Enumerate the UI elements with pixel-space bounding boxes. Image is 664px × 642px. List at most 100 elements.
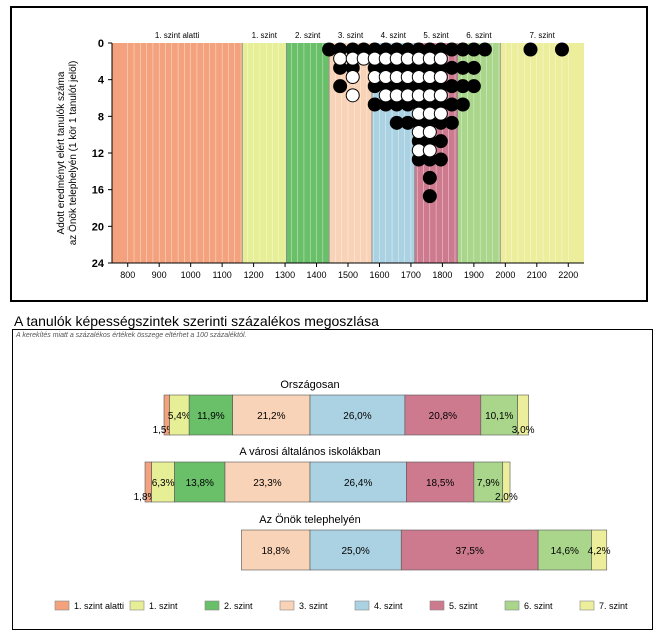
student-marker	[466, 79, 481, 94]
x-tick-label: 2000	[495, 270, 515, 280]
legend-swatch	[354, 600, 370, 611]
y-axis-label: Adott eredményt elért tanulók száma	[56, 71, 67, 234]
student-marker	[433, 134, 448, 149]
x-tick-label: 2200	[558, 270, 578, 280]
legend-label: 7. szint	[599, 601, 628, 611]
bar-segment	[404, 394, 482, 436]
student-marker	[433, 152, 448, 167]
level-band-label: 1. szint	[252, 31, 278, 40]
level-band-label: 2. szint	[295, 31, 321, 40]
bar-segment	[309, 529, 402, 571]
student-marker	[422, 170, 437, 185]
student-marker	[422, 143, 437, 158]
x-tick-label: 2100	[527, 270, 547, 280]
level-band-label: 3. szint	[338, 31, 364, 40]
level-band-label: 4. szint	[381, 31, 407, 40]
student-marker	[433, 51, 448, 66]
bar-segment-label: 26,4%	[344, 478, 372, 489]
student-marker	[345, 70, 360, 84]
y-tick-label: 20	[92, 221, 104, 233]
legend-swatch	[54, 600, 70, 611]
bar-segment-label: 6,3%	[152, 478, 175, 489]
student-marker	[433, 70, 448, 84]
bar-segment-label: 14,6%	[551, 546, 579, 557]
y-tick-label: 16	[92, 185, 104, 197]
level-band	[500, 43, 584, 263]
student-marker	[422, 189, 437, 204]
y-tick-label: 12	[92, 148, 104, 160]
legend-label: 2. szint	[224, 601, 253, 611]
y-axis-label-2: az Önök telephelyén (1 kör 1 tanulót jel…	[67, 61, 79, 246]
x-tick-label: 1700	[401, 270, 421, 280]
legend-label: 4. szint	[374, 601, 403, 611]
bar-segment	[188, 394, 233, 436]
level-band	[112, 43, 243, 263]
level-band	[457, 43, 501, 263]
bar-segment-label: 13,8%	[186, 478, 214, 489]
bar-segment-label: 37,5%	[456, 546, 484, 557]
bar-segment	[406, 461, 475, 503]
x-tick-label: 800	[120, 270, 135, 280]
student-marker	[333, 79, 348, 94]
bar-segment-label: 20,8%	[429, 411, 457, 422]
bar-segment	[309, 461, 407, 503]
bar-segment-label: 3,0%	[512, 425, 535, 436]
bar-group-title: Országosan	[280, 379, 339, 391]
level-band	[286, 43, 330, 263]
bar-segment	[591, 529, 608, 571]
distribution-chart-panel: 1. szint alatti 1. szint 2. szint 3. szint 4…	[10, 6, 648, 302]
student-marker	[444, 115, 459, 130]
bar-segment	[502, 461, 511, 503]
level-band-label: 7. szint	[529, 31, 555, 40]
x-tick-label: 1000	[181, 270, 201, 280]
legend-label: 6. szint	[524, 601, 553, 611]
bar-segment-label: 5,4%	[168, 411, 191, 422]
bar-segment	[473, 461, 504, 503]
y-tick-label: 4	[98, 75, 105, 87]
bar-segment	[224, 461, 311, 503]
y-tick-label: 8	[98, 111, 104, 123]
level-band-label: 1. szint alatti	[155, 31, 200, 40]
legend-swatch	[279, 600, 295, 611]
legend-swatch	[504, 600, 520, 611]
bar-segment-label: 26,0%	[343, 411, 371, 422]
student-marker	[466, 60, 481, 75]
percentage-chart-panel: A kerekítés miatt a százalékos értékek ö…	[12, 329, 653, 630]
x-tick-label: 1200	[244, 270, 264, 280]
legend-swatch	[579, 600, 595, 611]
student-marker	[345, 88, 360, 103]
student-marker	[333, 51, 348, 66]
bar-segment-label: 18,5%	[426, 478, 454, 489]
bar-segment-label: 2,0%	[495, 492, 518, 503]
bar-segment	[309, 394, 406, 436]
student-marker	[455, 97, 470, 112]
legend-label: 1. szint	[149, 601, 178, 611]
bar-segment-label: 11,9%	[197, 411, 225, 422]
bar-segment	[537, 529, 592, 571]
bar-segment-label: 4,2%	[588, 546, 611, 557]
bar-segment-label: 1,5%	[153, 425, 176, 436]
bar-segment	[517, 394, 529, 436]
bar-segment-label: 1,8%	[134, 492, 157, 503]
x-tick-label: 1100	[212, 270, 231, 280]
student-marker	[477, 42, 492, 57]
student-marker	[554, 42, 569, 57]
legend-swatch	[204, 600, 220, 611]
x-tick-label: 900	[152, 270, 167, 280]
bar-segment-label: 18,8%	[262, 546, 290, 557]
student-marker	[422, 125, 437, 139]
legend-label: 5. szint	[449, 601, 478, 611]
bar-segment-label: 10,1%	[485, 411, 513, 422]
y-tick-label: 24	[92, 258, 105, 270]
bar-segment	[232, 394, 311, 436]
legend-label: 1. szint alatti	[74, 601, 124, 611]
student-marker	[433, 88, 448, 103]
bar-group-title: Az Önök telephelyén	[259, 514, 361, 526]
percentage-bar-chart: Országosan 1,5% 5,4% 11,9% 21,2% 26,0% 20,8% 10…	[54, 379, 628, 611]
bar-segment	[174, 461, 226, 503]
x-tick-label: 1500	[338, 270, 358, 280]
x-tick-label: 1800	[432, 270, 452, 280]
student-marker	[523, 42, 538, 57]
y-tick-label: 0	[98, 38, 104, 50]
bar-group-title: A városi általános iskolákban	[239, 446, 380, 458]
